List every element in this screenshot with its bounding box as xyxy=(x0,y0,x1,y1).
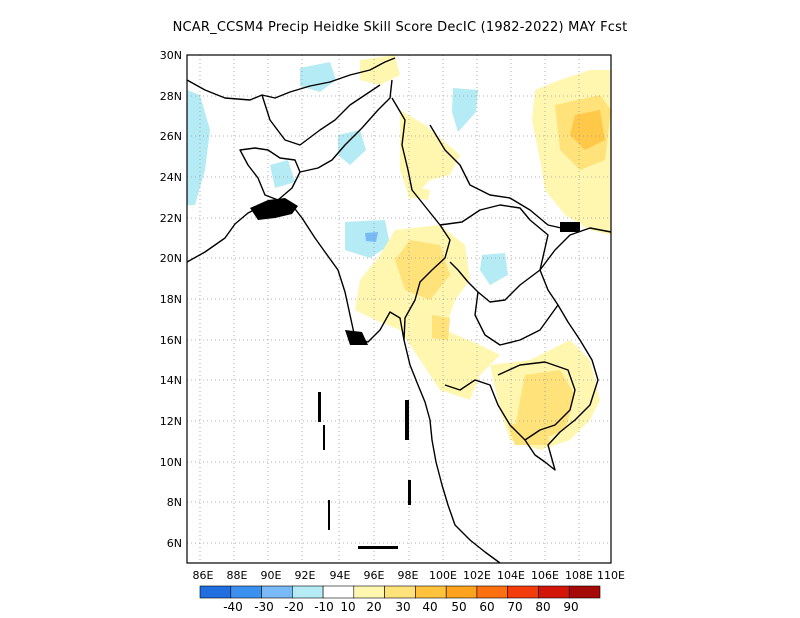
lon-tick-label: 86E xyxy=(193,569,214,582)
irrawaddy-delta xyxy=(345,330,368,345)
colorbar-swatch xyxy=(230,585,262,599)
coastal-islands xyxy=(250,198,580,549)
lat-tick-label: 22N xyxy=(160,212,182,225)
lat-tick-label: 30N xyxy=(160,49,182,62)
border-tibet xyxy=(261,84,381,146)
border-thailand-cambodia xyxy=(474,291,559,346)
colorbar-label: -40 xyxy=(223,600,243,614)
colorbar-swatch xyxy=(568,585,601,599)
lon-tick-label: 90E xyxy=(261,569,282,582)
colorbar xyxy=(199,585,601,599)
colorbar-label: 80 xyxy=(535,600,550,614)
lat-tick-label: 14N xyxy=(160,374,182,387)
negative-skill-region xyxy=(452,88,478,132)
positive-skill-region xyxy=(400,110,460,200)
colorbar-label: -10 xyxy=(314,600,334,614)
negative-skill-region xyxy=(338,130,366,165)
gridlines xyxy=(187,55,611,563)
negative-skill-region xyxy=(270,160,295,188)
border-myanmar-east xyxy=(391,97,451,341)
colorbar-label: 70 xyxy=(507,600,522,614)
border-myanmar-india xyxy=(299,79,393,173)
colorbar-label: 10 xyxy=(340,600,355,614)
colorbar-label: 60 xyxy=(479,600,494,614)
colorbar-label: 50 xyxy=(451,600,466,614)
negative-skill-region xyxy=(300,62,336,92)
colorbar-swatch xyxy=(199,585,232,599)
colorbar-label: 90 xyxy=(563,600,578,614)
island xyxy=(405,400,409,440)
island xyxy=(328,500,330,530)
colorbar-swatch xyxy=(445,585,478,599)
skill-shading xyxy=(187,55,611,450)
map-title: NCAR_CCSM4 Precip Heidke Skill Score Dec… xyxy=(172,20,628,35)
lat-tick-label: 18N xyxy=(160,293,182,306)
colorbar-label: 20 xyxy=(366,600,381,614)
lon-tick-label: 104E xyxy=(497,569,525,582)
island xyxy=(318,392,321,422)
negative-skill-region xyxy=(480,253,508,285)
colorbar-swatch xyxy=(291,585,324,599)
lat-tick-label: 28N xyxy=(160,90,182,103)
island xyxy=(323,425,325,450)
positive-skill-region xyxy=(355,225,500,400)
positive-skill-region xyxy=(508,420,550,445)
lon-tick-label: 100E xyxy=(429,569,457,582)
positive-skill-region xyxy=(360,55,400,85)
colorbar-swatch xyxy=(353,585,385,599)
lon-tick-label: 92E xyxy=(295,569,316,582)
lat-tick-label: 16N xyxy=(160,334,182,347)
colorbar-swatch xyxy=(415,585,447,599)
colorbar-swatch xyxy=(384,585,416,599)
lat-tick-label: 20N xyxy=(160,252,182,265)
longitude-axis: 86E 88E 90E 92E 94E 96E 98E 100E 102E 10… xyxy=(193,569,625,582)
colorbar-swatch xyxy=(476,585,508,599)
latitude-axis: 30N 28N 26N 24N 22N 20N 18N 16N 14N 12N … xyxy=(160,49,182,550)
lat-tick-label: 24N xyxy=(160,171,182,184)
lon-tick-label: 96E xyxy=(364,569,385,582)
lon-tick-label: 94E xyxy=(330,569,351,582)
colorbar-label: -30 xyxy=(254,600,274,614)
island xyxy=(358,546,398,549)
border-laos xyxy=(439,204,549,303)
colorbar-labels: -40 -30 -20 -10 10 20 30 40 50 60 70 80 … xyxy=(223,600,578,614)
colorbar-label: -20 xyxy=(284,600,304,614)
colorbar-swatch xyxy=(507,585,539,599)
colorbar-label: 30 xyxy=(395,600,410,614)
colorbar-swatch xyxy=(261,585,293,599)
island xyxy=(560,222,580,232)
lon-tick-label: 98E xyxy=(398,569,419,582)
lon-tick-label: 102E xyxy=(463,569,491,582)
ganges-delta xyxy=(250,198,298,220)
lat-tick-label: 26N xyxy=(160,130,182,143)
island xyxy=(408,480,411,505)
map-frame xyxy=(186,54,612,564)
colorbar-swatch xyxy=(322,585,355,599)
lon-tick-label: 106E xyxy=(531,569,559,582)
lat-tick-label: 10N xyxy=(160,456,182,469)
border-bangladesh xyxy=(239,147,301,201)
colorbar-label: 40 xyxy=(422,600,437,614)
lat-tick-label: 6N xyxy=(167,537,182,550)
colorbar-swatch xyxy=(538,585,570,599)
lon-tick-label: 110E xyxy=(597,569,625,582)
positive-skill-region xyxy=(432,315,450,340)
lon-tick-label: 88E xyxy=(227,569,248,582)
negative-skill-region xyxy=(187,90,210,205)
border-cambodia xyxy=(497,361,576,441)
negative-skill-region xyxy=(365,232,378,242)
lon-tick-label: 108E xyxy=(565,569,593,582)
lat-tick-label: 12N xyxy=(160,415,182,428)
border-china-vietnam xyxy=(429,124,571,231)
border-india-north xyxy=(186,57,396,101)
lat-tick-label: 8N xyxy=(167,496,182,509)
